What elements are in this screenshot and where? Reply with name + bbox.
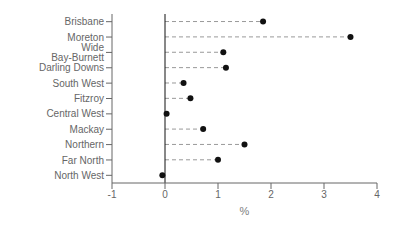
svg-text:South West: South West [52,78,104,89]
svg-text:Darling Downs: Darling Downs [39,62,104,73]
svg-text:3: 3 [321,189,327,200]
svg-text:Moreton: Moreton [67,32,104,43]
svg-text:2: 2 [268,189,274,200]
svg-text:0: 0 [162,189,168,200]
svg-text:WideBay-Burnett: WideBay-Burnett [51,42,104,63]
svg-text:%: % [240,205,250,217]
svg-text:Central West: Central West [46,108,104,119]
svg-text:Fitzroy: Fitzroy [74,93,104,104]
svg-text:Far North: Far North [62,155,104,166]
svg-text:Brisbane: Brisbane [65,16,105,27]
svg-text:1: 1 [215,189,221,200]
svg-text:Northern: Northern [65,139,104,150]
svg-text:-1: -1 [108,189,117,200]
svg-text:North West: North West [54,170,104,181]
svg-text:Mackay: Mackay [70,124,104,135]
svg-text:4: 4 [374,189,380,200]
